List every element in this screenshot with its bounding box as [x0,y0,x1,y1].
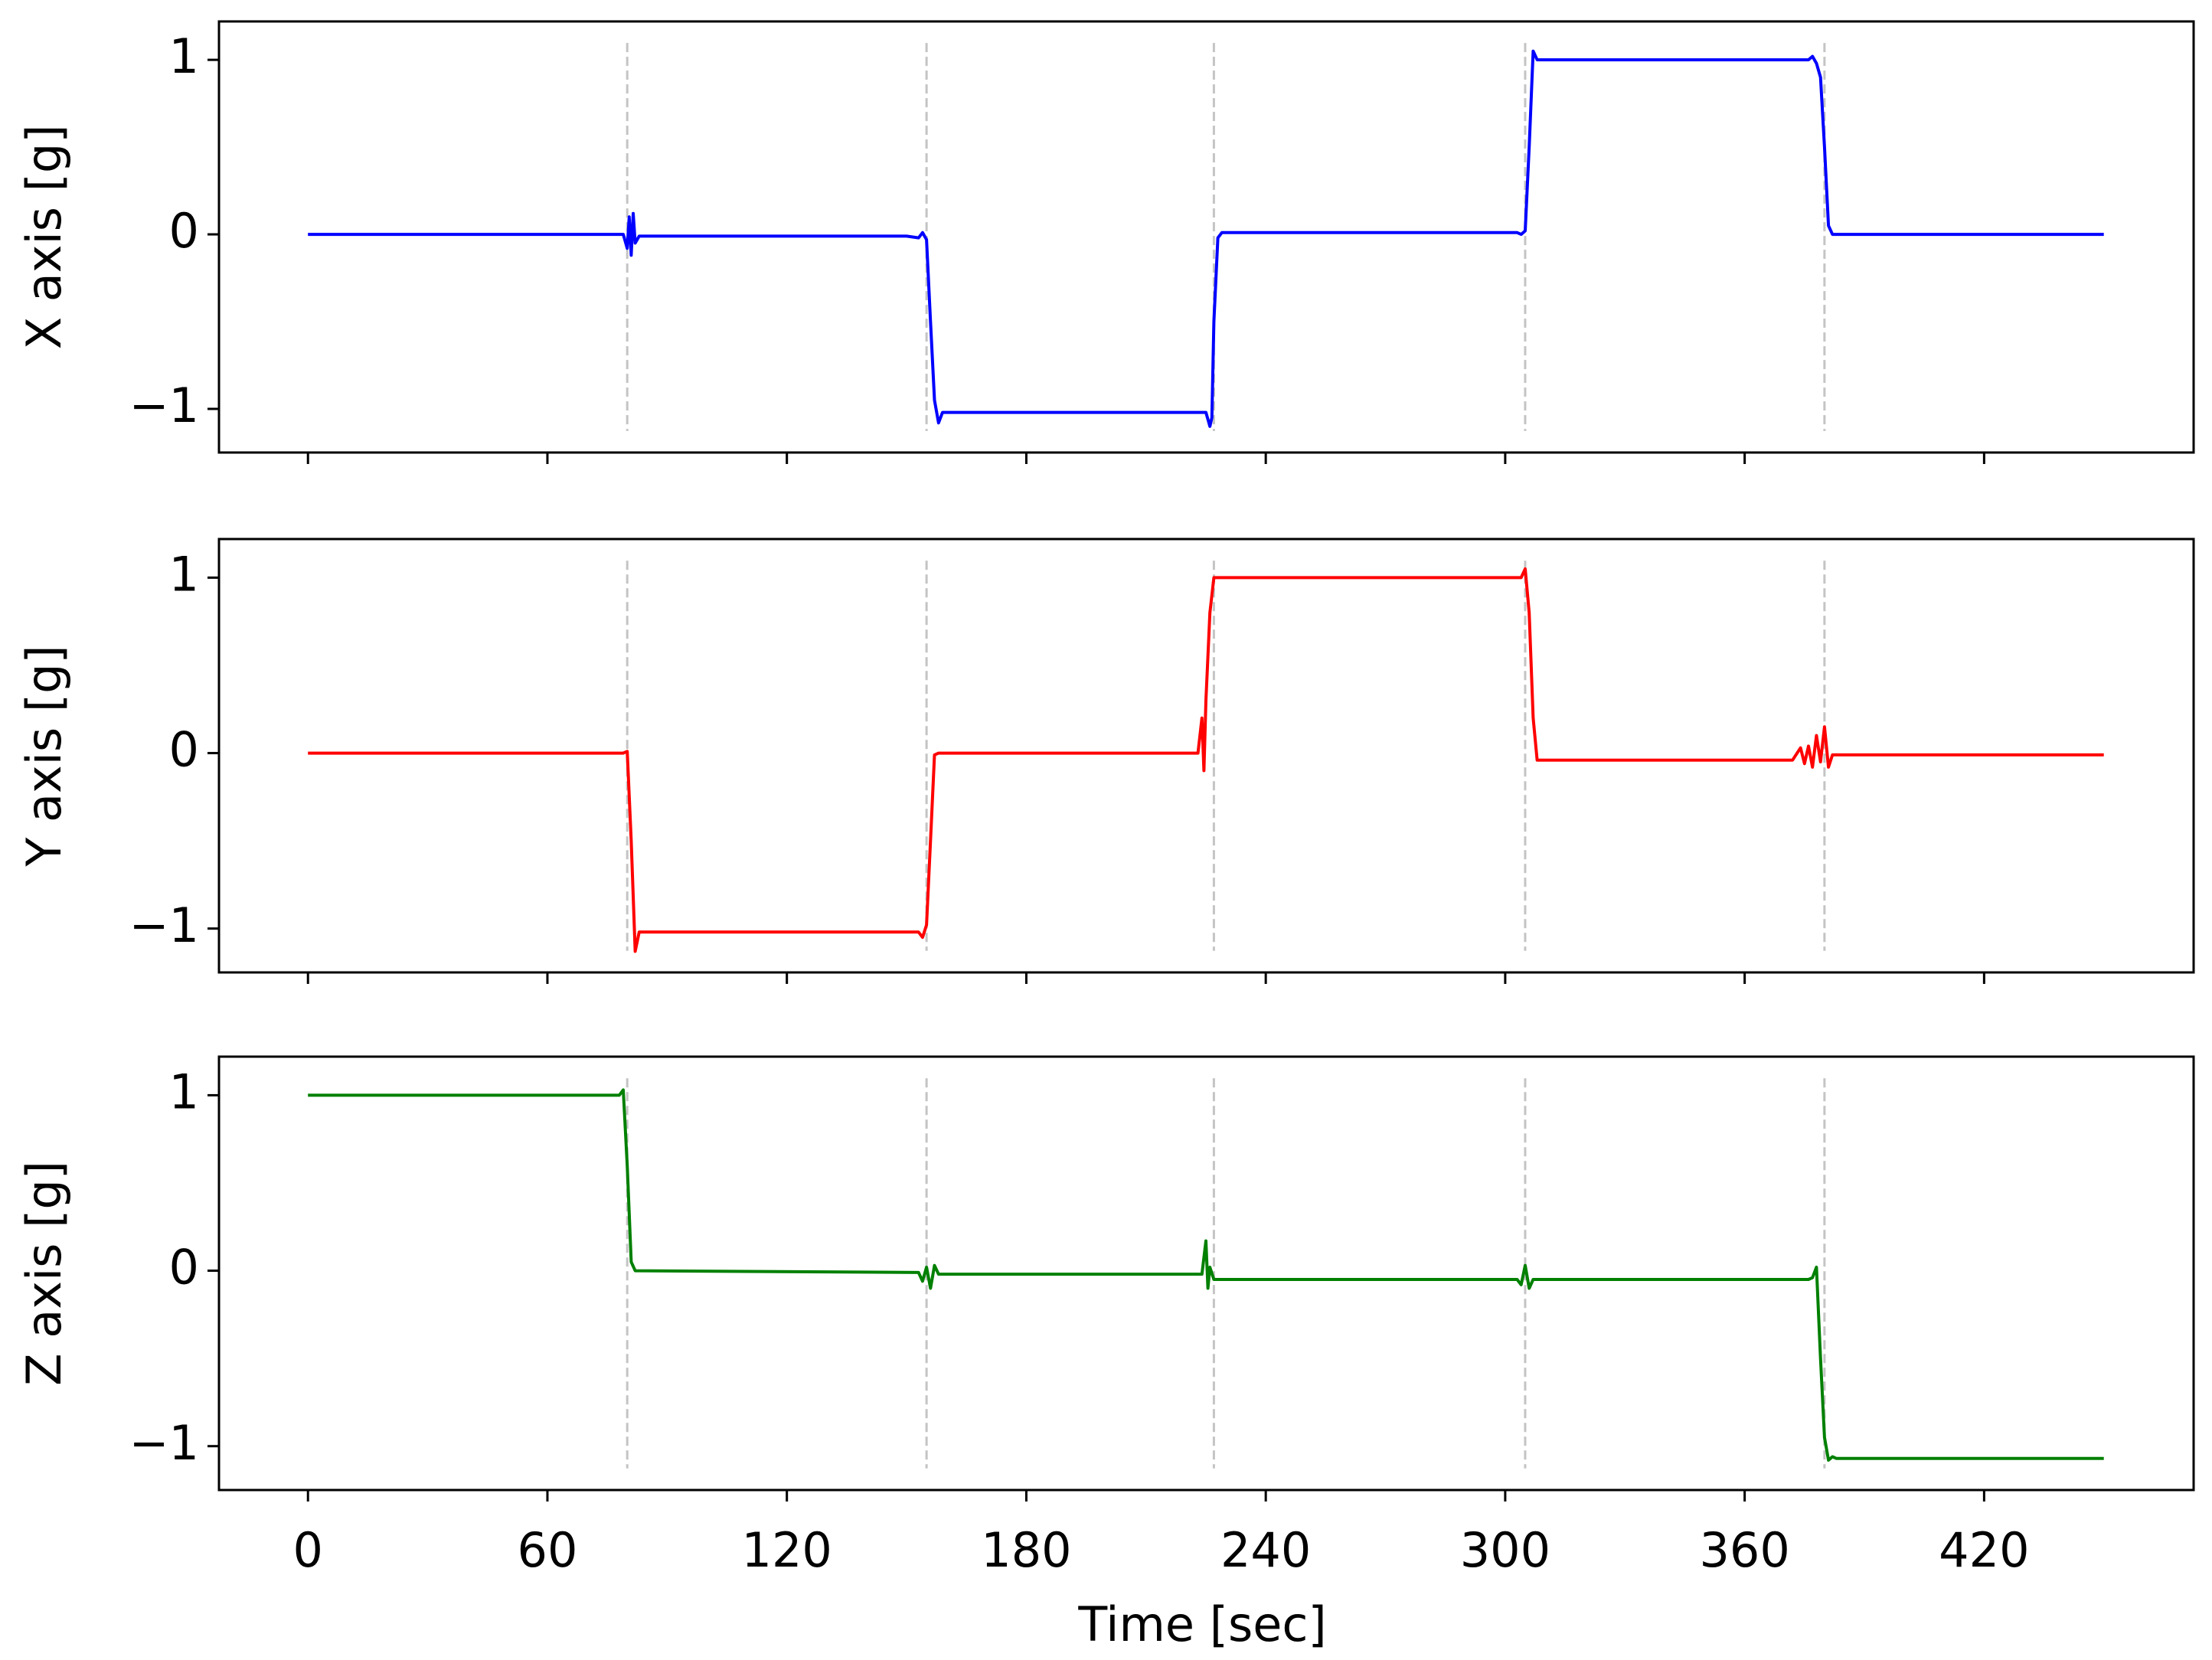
y-tick-label: −1 [129,897,199,953]
plot-frame [217,20,2195,454]
x-tick-label: 120 [742,1522,832,1578]
data-line [308,567,2104,953]
x-tick-label: 420 [1939,1522,2029,1578]
y-tick-label: 0 [169,203,199,259]
y-axis-label: Z axis [g] [16,1161,72,1386]
y-tick-label: 1 [169,28,199,84]
y-tick-label: 0 [169,722,199,778]
x-tick-label: 240 [1220,1522,1311,1578]
x-tick-label: 0 [293,1522,323,1578]
data-line [308,49,2104,428]
y-tick-label: −1 [129,1415,199,1471]
plot-frame [217,1055,2195,1492]
y-tick-label: 0 [169,1240,199,1296]
x-tick-label: 300 [1460,1522,1550,1578]
x-tick-label: 60 [518,1522,578,1578]
x-tick-label: 360 [1699,1522,1789,1578]
y-tick-label: 1 [169,1064,199,1120]
x-axis-label: Time [sec] [1077,1596,1326,1652]
y-axis-label: Y axis [g] [16,645,72,867]
plot-frame [217,538,2195,974]
data-line [308,1088,2104,1462]
y-tick-label: 1 [169,547,199,603]
x-tick-label: 180 [981,1522,1071,1578]
y-tick-label: −1 [129,377,199,433]
y-axis-label: X axis [g] [16,125,72,350]
